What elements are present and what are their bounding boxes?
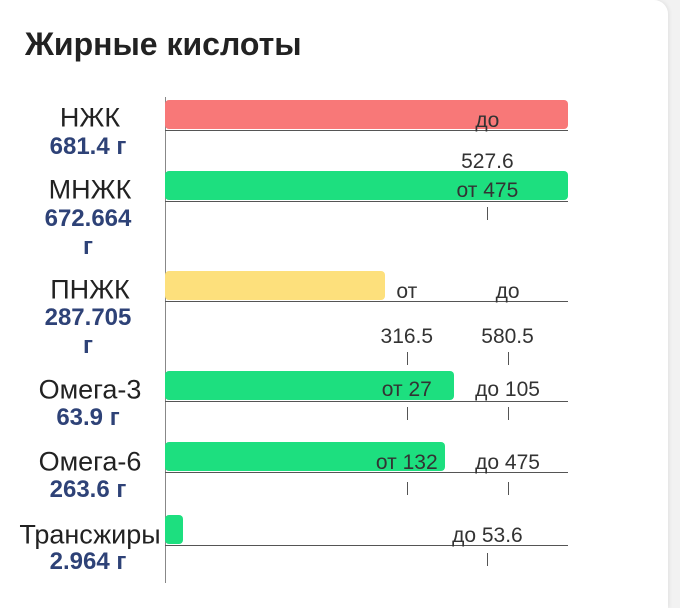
marker-tick [507,352,509,365]
marker-label: от 132 [376,451,438,475]
row-name: Омега-3 [38,374,142,405]
row-name: ПНЖК [50,274,130,305]
row-line [165,401,568,402]
marker-value: 475 [483,179,519,202]
bar [165,100,568,129]
marker-label: до 53.6 [452,524,523,548]
bar [165,442,446,471]
marker-tick [406,482,408,495]
marker-value: 527.6 [461,150,514,173]
row-line [165,545,568,546]
row-line [165,472,568,473]
marker-label: от 27 [382,378,432,402]
marker-prefix: от [396,280,418,303]
marker-tick [507,482,509,495]
row-amount: 672.664 г [44,205,132,260]
marker-prefix: до [475,378,500,401]
row-amount: 287.705 г [44,304,132,359]
row-name: Омега-6 [38,446,142,477]
marker-value: 132 [402,451,438,474]
row-amount: 681.4 г [49,133,127,160]
marker-prefix: от [456,179,478,202]
row-line [165,130,568,131]
row-amount: 2.964 г [49,548,127,575]
marker-prefix: до [495,280,520,303]
marker-tick [487,207,489,220]
bar [165,271,385,300]
marker-value: 53.6 [481,524,523,547]
marker-value: 27 [408,378,432,401]
marker-label: от 475 [457,179,519,203]
bar [165,171,568,200]
marker-value: 316.5 [380,325,434,348]
marker-value: 580.5 [481,325,534,348]
marker-prefix: от [381,378,403,401]
row-name: Трансжиры [19,519,161,550]
row-name: НЖК [59,102,121,133]
row-amount: 63.9 г [56,404,120,431]
marker-prefix: до [475,109,500,132]
row-amount: 263.6 г [49,476,127,503]
marker-tick [507,407,509,420]
bar [165,371,455,400]
marker-label: до 475 [475,451,540,475]
axis-line [165,97,166,583]
row-line [165,301,568,302]
row-name: МНЖК [48,174,132,205]
marker-tick [406,407,408,420]
marker-value: 475 [504,451,540,474]
title: Жирные кислоты [25,26,302,62]
marker-prefix: до [452,524,476,547]
marker-tick [487,553,489,566]
marker-value: 105 [504,378,540,401]
marker-label: до 105 [475,378,540,402]
bar [165,515,183,544]
marker-prefix: от [375,451,397,474]
marker-prefix: до [475,451,500,474]
marker-tick [406,352,408,365]
row-line [165,201,568,202]
